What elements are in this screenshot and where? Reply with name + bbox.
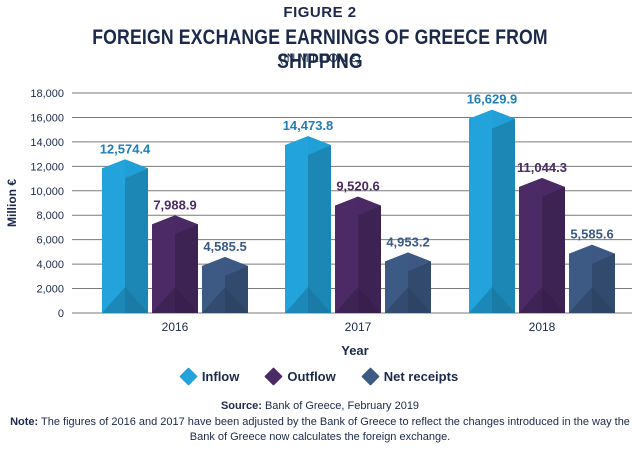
data-label: 11,044.3 xyxy=(517,160,567,175)
source-text: Bank of Greece, February 2019 xyxy=(264,400,420,412)
bar-inflow-2018 xyxy=(469,109,515,313)
y-tick-label: 12,000 xyxy=(30,161,64,173)
note-label: Note: xyxy=(10,416,39,428)
chart-subtitle: (IN MILLION €) xyxy=(279,51,361,65)
legend-swatch xyxy=(264,367,284,386)
legend-label: Outflow xyxy=(287,369,336,384)
y-tick-label: 10,000 xyxy=(30,186,64,198)
chart-title: FOREIGN EXCHANGE EARNINGS OF GREECE FROM… xyxy=(92,26,548,73)
x-tick-label: 2018 xyxy=(529,320,556,334)
y-tick-label: 8,000 xyxy=(36,210,64,222)
data-label: 7,988.9 xyxy=(153,197,196,212)
bar-net-receipts-2016 xyxy=(202,256,248,313)
legend-label: Net receipts xyxy=(383,369,459,384)
x-tick-label: 2017 xyxy=(345,320,372,334)
chart-legend: Inflow Outflow Net receipts xyxy=(0,367,640,386)
source-line: Source: Bank of Greece, February 2019 xyxy=(0,400,640,412)
legend-item-net-receipts: Net receipts xyxy=(361,367,459,386)
bar-inflow-2016 xyxy=(102,159,148,313)
data-label: 16,629.9 xyxy=(467,92,518,107)
bar-outflow-2018 xyxy=(519,178,565,313)
bar-inflow-2017 xyxy=(285,136,331,313)
y-tick-label: 16,000 xyxy=(30,112,64,124)
y-tick-label: 0 xyxy=(58,308,64,320)
bar-net-receipts-2017 xyxy=(385,252,431,313)
bar-net-receipts-2018 xyxy=(569,244,615,313)
data-label: 5,585.6 xyxy=(570,227,613,242)
y-axis-label: Million € xyxy=(5,179,19,227)
y-tick-label: 18,000 xyxy=(30,88,64,100)
data-label: 4,585.5 xyxy=(203,239,246,254)
data-label: 12,574.4 xyxy=(100,141,151,156)
bar-outflow-2017 xyxy=(335,196,381,313)
x-tick-label: 2016 xyxy=(162,320,189,334)
legend-item-inflow: Inflow xyxy=(179,367,240,386)
data-label: 9,520.6 xyxy=(336,179,379,194)
bar-chart: 0 2,000 4,000 6,000 8,000 10,000 12,000 14,000 1… xyxy=(5,88,632,358)
legend-item-outflow: Outflow xyxy=(264,367,336,386)
data-label: 4,953.2 xyxy=(386,234,429,249)
y-tick-label: 2,000 xyxy=(36,284,64,296)
note-text: The figures of 2016 and 2017 have been a… xyxy=(41,416,630,443)
legend-label: Inflow xyxy=(201,369,240,384)
note-line: Note: The figures of 2016 and 2017 have … xyxy=(6,415,634,445)
y-tick-label: 6,000 xyxy=(36,235,64,247)
legend-swatch xyxy=(179,367,198,386)
bar-outflow-2016 xyxy=(152,215,198,313)
y-tick-label: 14,000 xyxy=(30,137,64,149)
source-label: Source: xyxy=(220,400,262,412)
data-label: 14,473.8 xyxy=(283,118,334,133)
legend-swatch xyxy=(361,367,380,386)
x-axis-label: Year xyxy=(341,343,368,358)
y-tick-label: 4,000 xyxy=(36,259,64,271)
figure-label: FIGURE 2 xyxy=(283,4,357,21)
